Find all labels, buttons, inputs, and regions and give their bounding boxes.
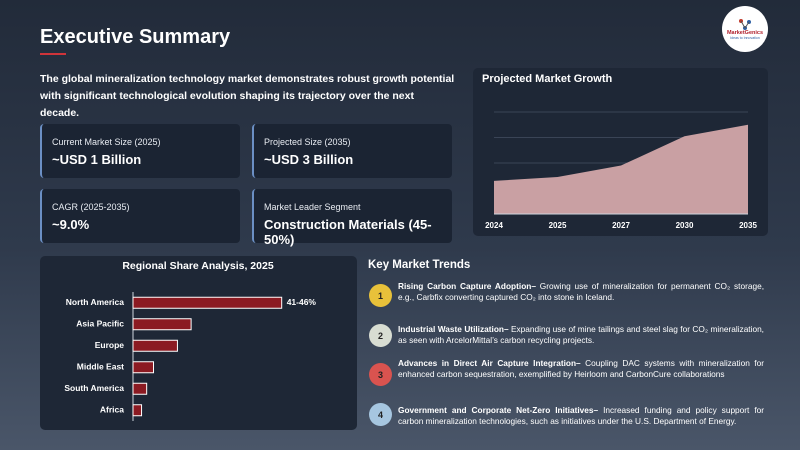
kpi-value: ~USD 1 Billion xyxy=(52,152,142,167)
x-tick-label: 2035 xyxy=(739,221,757,230)
trend-number: 2 xyxy=(369,324,392,347)
trend-heading: Government and Corporate Net-Zero Initia… xyxy=(398,405,599,415)
trend-body: Increased funding and policy support for… xyxy=(398,405,765,426)
trend-heading: Advances in Direct Air Capture Integrati… xyxy=(398,358,581,368)
kpi-card: Market Leader Segment Construction Materi… xyxy=(252,189,452,247)
trend-body: Expanding use of mine tailings and steel… xyxy=(398,324,764,345)
y-tick-label: Asia Pacific xyxy=(76,319,124,329)
trend: Industrial Waste Utilization– Expanding … xyxy=(398,324,764,346)
bar xyxy=(132,404,143,417)
trend-number: 4 xyxy=(369,403,392,426)
value-label: 41-46% xyxy=(287,297,317,307)
x-tick-label: 2030 xyxy=(676,221,694,230)
title-underline xyxy=(40,53,66,55)
y-tick-label: Middle East xyxy=(77,362,124,372)
kpi-label: Projected Size (2035) xyxy=(264,137,351,147)
bar xyxy=(132,361,155,374)
kpi-label: Current Market Size (2025) xyxy=(52,137,161,147)
bar xyxy=(132,382,148,395)
logo: MarketGenics Ideas to Innovation xyxy=(722,6,768,52)
kpi-card: CAGR (2025-2035) ~9.0% xyxy=(40,189,240,243)
logo-tagline: Ideas to Innovation xyxy=(730,36,760,40)
chart-title: Regional Share Analysis, 2025 xyxy=(122,260,274,272)
logo-text: MarketGenics xyxy=(726,30,764,36)
kpi-value: ~USD 3 Billion xyxy=(264,152,354,167)
chart-title: Projected Market Growth xyxy=(482,73,612,85)
trend-body: Coupling DAC systems with mineralization… xyxy=(398,358,764,379)
trend-heading: Industrial Waste Utilization– xyxy=(398,324,509,334)
kpi-value: Construction Materials (45-50%) xyxy=(264,217,432,247)
region-panel xyxy=(40,256,357,430)
title: Executive Summary xyxy=(40,26,231,48)
trends-title: Key Market Trends xyxy=(368,259,471,271)
kpi-label: CAGR (2025-2035) xyxy=(52,202,130,212)
kpi-card: Projected Size (2035) ~USD 3 Billion xyxy=(252,124,452,178)
x-tick-label: 2025 xyxy=(549,221,567,230)
y-tick-label: Africa xyxy=(100,405,124,415)
x-tick-label: 2027 xyxy=(612,221,630,230)
y-tick-label: North America xyxy=(66,297,125,307)
kpi-value: ~9.0% xyxy=(52,217,90,232)
x-tick-label: 2024 xyxy=(485,221,503,230)
kpi-label: Market Leader Segment xyxy=(264,202,361,212)
bar xyxy=(132,318,192,331)
intro: The global mineralization technology mar… xyxy=(40,73,455,119)
area xyxy=(494,124,748,214)
y-tick-label: Europe xyxy=(95,340,125,350)
trend-body: Growing use of mineralization for perman… xyxy=(398,281,764,302)
bar xyxy=(132,339,178,352)
trend: Government and Corporate Net-Zero Initia… xyxy=(398,405,764,427)
y-tick-label: South America xyxy=(64,383,124,393)
trend: Advances in Direct Air Capture Integrati… xyxy=(398,358,764,380)
logo-icon xyxy=(739,19,751,30)
trend-number: 3 xyxy=(369,363,392,386)
trend: Rising Carbon Capture Adoption– Growing … xyxy=(398,281,764,303)
trend-number: 1 xyxy=(369,284,392,307)
kpi-card: Current Market Size (2025) ~USD 1 Billion xyxy=(40,124,240,178)
trend-heading: Rising Carbon Capture Adoption– xyxy=(398,281,536,291)
bar xyxy=(132,296,283,309)
